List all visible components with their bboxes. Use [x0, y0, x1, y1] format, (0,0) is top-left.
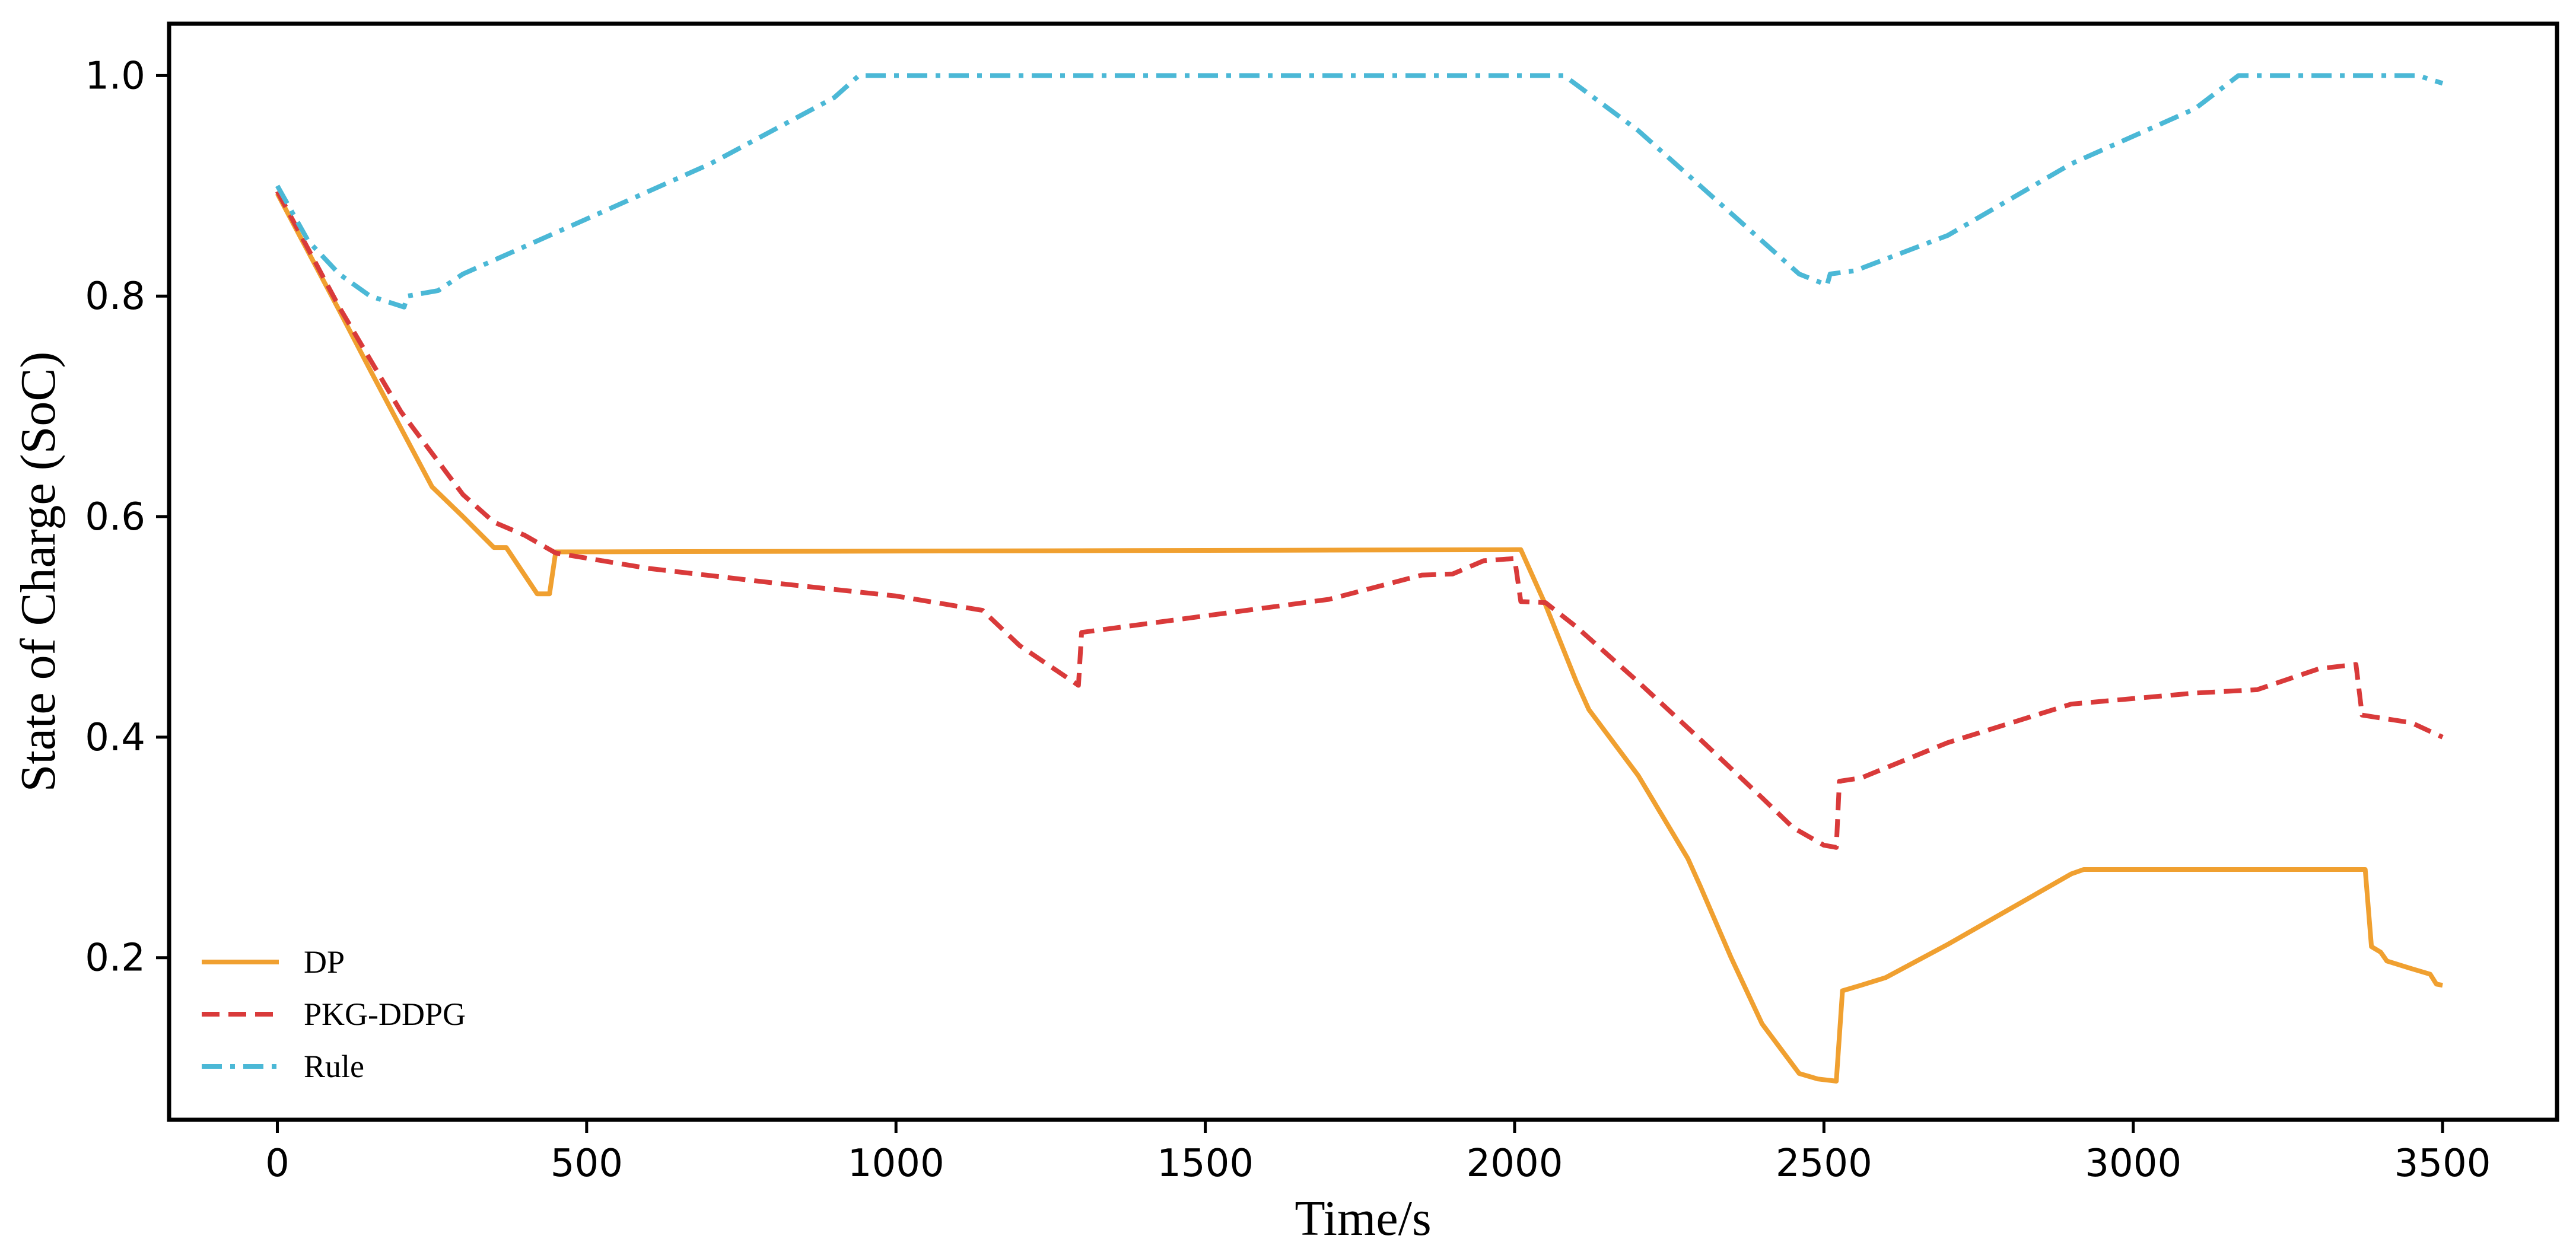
- x-axis: 0 500 1000 1500 2000 2500 3000 3500: [265, 1120, 2491, 1186]
- legend-label: PKG-DDPG: [304, 996, 466, 1032]
- legend-label: DP: [304, 944, 345, 980]
- x-tick-label: 2000: [1467, 1142, 1563, 1186]
- series-line-pkg-ddpg: [275, 190, 2444, 850]
- x-tick-label: 3500: [2394, 1142, 2491, 1186]
- legend: DP PKG-DDPG Rule: [202, 944, 466, 1084]
- y-tick-label: 0.8: [85, 275, 145, 318]
- x-tick-label: 3000: [2085, 1142, 2181, 1186]
- y-axis-title: State of Charge (SoC): [11, 352, 66, 792]
- y-tick-label: 0.6: [85, 495, 145, 539]
- x-tick-label: 500: [551, 1142, 623, 1186]
- x-tick-label: 1500: [1157, 1142, 1254, 1186]
- legend-label: Rule: [304, 1049, 364, 1084]
- series-line-rule: [275, 73, 2444, 310]
- x-tick-label: 2500: [1776, 1142, 1872, 1186]
- y-axis: 0.2 0.4 0.6 0.8 1.0: [85, 54, 169, 980]
- y-tick-label: 0.4: [85, 716, 145, 760]
- series-layer: [275, 73, 2444, 1084]
- x-axis-title: Time/s: [1295, 1191, 1431, 1246]
- plot-frame: [167, 21, 2559, 1122]
- series-line-dp: [275, 192, 2443, 1084]
- y-tick-label: 1.0: [85, 54, 145, 98]
- x-tick-label: 0: [265, 1142, 290, 1186]
- y-tick-label: 0.2: [85, 937, 145, 980]
- x-tick-label: 1000: [848, 1142, 944, 1186]
